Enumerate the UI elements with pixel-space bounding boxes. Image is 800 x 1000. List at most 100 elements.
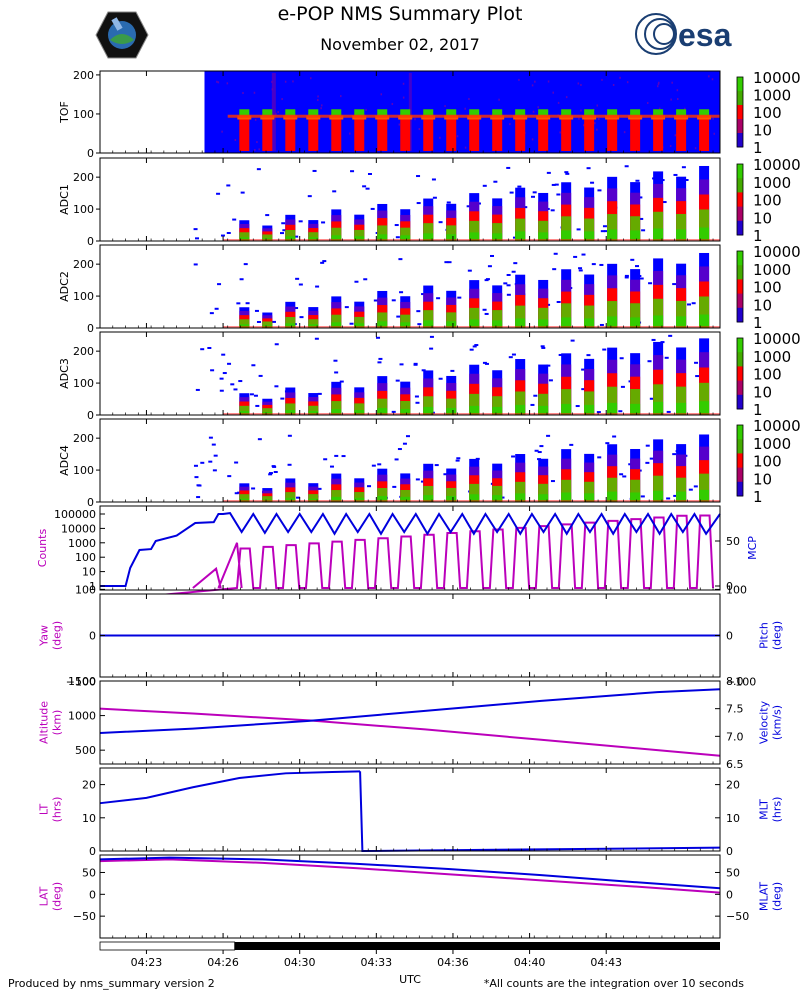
heat-bar-layer (354, 316, 365, 328)
tof-pulse-band (285, 109, 296, 116)
heat-sparse-cell (597, 189, 602, 192)
y-axis-label: TOF (58, 101, 71, 124)
colorbar-label: 100 (753, 192, 782, 210)
heat-floor (223, 500, 720, 502)
heat-sparse-cell (395, 236, 400, 239)
tof-streak (408, 72, 412, 151)
heat-sparse-cell (392, 485, 397, 488)
heat-sparse-cell (444, 261, 449, 264)
heat-sparse-cell (672, 283, 677, 286)
tof-noise-cell (626, 81, 629, 84)
tof-pulse-band (308, 109, 319, 116)
right-axis-label-line: MLT (758, 799, 771, 820)
tof-noise-cell (216, 80, 218, 83)
y-axis-label: ADC4 (58, 445, 71, 476)
tof-noise-cell (509, 123, 511, 126)
panel-bg (100, 768, 720, 851)
y-tick-label: −100 (66, 676, 96, 689)
series-mcp (100, 512, 721, 587)
y-tick-label: 0 (87, 322, 94, 335)
heat-sparse-cell (220, 234, 225, 237)
heat-sparse-cell (490, 254, 495, 257)
heat-bar-layer (653, 211, 664, 241)
heat-sparse-cell (533, 394, 538, 397)
tof-pulse-band (239, 109, 250, 116)
right-axis-label-line: (deg) (771, 621, 784, 650)
heat-bar-layer (699, 314, 710, 328)
heat-bar-layer (584, 318, 595, 328)
heat-bar-layer (607, 386, 618, 415)
tof-noise-cell (674, 134, 677, 137)
heat-bar-layer (607, 477, 618, 502)
tof-noise-cell (596, 104, 599, 107)
tof-pulse-red (699, 113, 710, 151)
heat-bar-layer (676, 213, 687, 241)
heat-bar-layer (423, 396, 434, 415)
right-axis-label-line: MCP (746, 536, 759, 560)
heat-sparse-cell (443, 473, 448, 476)
heat-sparse-cell (273, 470, 278, 473)
heat-sparse-cell (333, 359, 338, 362)
heat-bar-layer (377, 321, 388, 328)
y-axis-label-line: ADC3 (58, 358, 71, 389)
left-axis-label-line: Altitude (38, 701, 51, 744)
heat-sparse-cell (556, 300, 561, 303)
heat-sparse-cell (564, 171, 569, 174)
heat-sparse-cell (417, 323, 422, 326)
heat-sparse-cell (416, 202, 421, 205)
heat-bar-layer (308, 405, 319, 415)
heat-bar-layer (239, 405, 250, 415)
tof-pulse-band (653, 109, 664, 116)
y-axis-label-line: ADC2 (58, 271, 71, 302)
panel-bg (100, 855, 720, 938)
heat-sparse-cell (530, 195, 535, 198)
heat-sparse-cell (434, 464, 439, 467)
tof-noise-cell (380, 93, 383, 96)
colorbar-label: 1000 (753, 174, 791, 192)
heat-sparse-cell (506, 166, 511, 169)
heat-bar-layer (354, 229, 365, 241)
heat-sparse-cell (487, 265, 492, 268)
heat-bar-layer (699, 296, 710, 328)
heat-sparse-cell (597, 456, 602, 459)
tof-noise-cell (456, 135, 459, 138)
heat-bar-layer (653, 401, 664, 415)
heat-bar-layer (354, 410, 365, 415)
panel-frame (99, 331, 721, 416)
heat-sparse-cell (394, 458, 399, 461)
heat-sparse-cell (550, 480, 555, 483)
heat-floor (223, 413, 720, 415)
tof-background (204, 71, 720, 153)
heat-sparse-cell (635, 265, 640, 268)
heat-sparse-cell (329, 465, 334, 468)
heat-sparse-cell (251, 364, 256, 367)
heat-sparse-cell (208, 460, 213, 463)
heat-sparse-cell (664, 356, 669, 359)
heat-bar-layer (561, 317, 572, 328)
heat-sparse-cell (268, 472, 273, 475)
heat-bar-layer (699, 401, 710, 415)
colorbar-segment (737, 307, 743, 323)
heat-sparse-cell (546, 364, 551, 367)
series-lt (99, 770, 361, 805)
heat-sparse-cell (398, 258, 403, 261)
right-axis-label-line: (hrs) (771, 797, 784, 823)
y-tick-label: 100 (73, 203, 94, 216)
y-tick-label: 100 (73, 108, 94, 121)
heat-bar-layer (561, 303, 572, 328)
heat-sparse-cell (482, 308, 487, 311)
heat-sparse-cell (320, 261, 325, 264)
heat-bar-layer (561, 403, 572, 415)
heat-sparse-cell (534, 449, 539, 452)
heat-sparse-cell (662, 201, 667, 204)
heat-sparse-cell (506, 293, 511, 296)
heat-sparse-cell (317, 487, 322, 490)
heat-bar-layer (676, 491, 687, 502)
heat-sparse-cell (371, 464, 376, 467)
heat-bar-layer (285, 236, 296, 241)
heat-sparse-cell (280, 232, 285, 235)
